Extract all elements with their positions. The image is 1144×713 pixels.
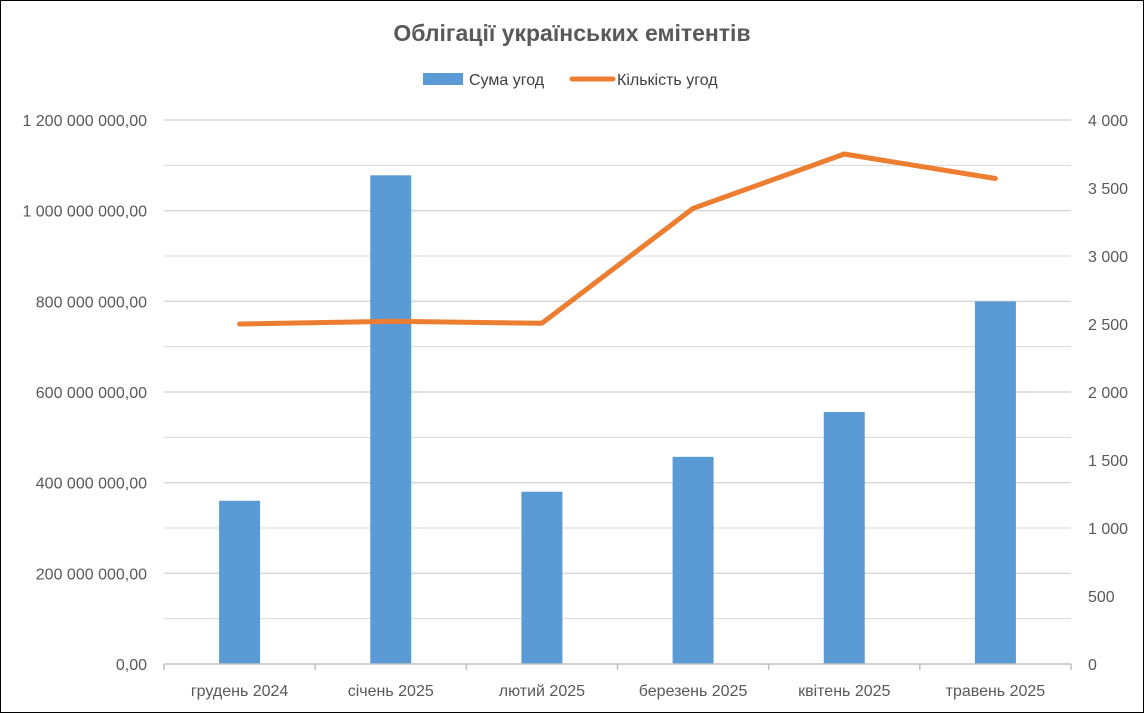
y-left-tick-label: 600 000 000,00 — [36, 385, 147, 402]
bar-sum-5 — [974, 301, 1016, 664]
y-right-tick-label: 3 500 — [1088, 181, 1128, 198]
legend: Сума угод Кількість угод — [423, 72, 718, 89]
x-tick-label: лютий 2025 — [499, 683, 585, 700]
line-series-count — [237, 151, 998, 327]
x-tick-label: березень 2025 — [639, 683, 748, 700]
y-right-tick-label: 500 — [1088, 589, 1115, 606]
y-left-tick-label: 1 000 000 000,00 — [22, 204, 147, 221]
bar-series-sum — [219, 175, 1016, 664]
gridlines — [164, 119, 1071, 620]
y-right-tick-label: 4 000 — [1088, 113, 1128, 130]
bar-sum-0 — [219, 500, 261, 664]
y-right-tick-label: 2 500 — [1088, 317, 1128, 334]
bar-sum-2 — [521, 491, 563, 664]
legend-swatch-sum — [423, 73, 463, 85]
y-left-tick-label: 1 200 000 000,00 — [22, 113, 147, 130]
legend-label-count: Кількість угод — [617, 72, 718, 89]
x-tick-label: квітень 2025 — [798, 683, 890, 700]
x-axis: грудень 2024 січень 2025 лютий 2025 березен… — [163, 663, 1072, 700]
y-axis-left: 0,00 200 000 000,00 400 000 000,00 600 000 … — [22, 113, 147, 674]
y-right-tick-label: 1 500 — [1088, 453, 1128, 470]
y-left-tick-label: 0,00 — [116, 657, 147, 674]
y-right-tick-label: 2 000 — [1088, 385, 1128, 402]
y-left-tick-label: 400 000 000,00 — [36, 476, 147, 493]
y-right-tick-label: 0 — [1088, 657, 1097, 674]
bar-sum-3 — [672, 456, 714, 664]
y-right-tick-label: 1 000 — [1088, 521, 1128, 538]
chart-title: Облігації українських емітентів — [393, 20, 750, 46]
y-right-tick-label: 3 000 — [1088, 249, 1128, 266]
bar-sum-4 — [823, 411, 865, 664]
y-left-tick-label: 800 000 000,00 — [36, 294, 147, 311]
line-count-path — [237, 151, 998, 327]
y-axis-right: 0 500 1 000 1 500 2 000 2 500 3 000 3 500 4 000 — [1088, 113, 1128, 674]
y-left-tick-label: 200 000 000,00 — [36, 566, 147, 583]
bar-sum-1 — [370, 175, 412, 664]
x-tick-label: січень 2025 — [348, 683, 434, 700]
x-tick-label: грудень 2024 — [191, 683, 289, 700]
x-tick-label: травень 2025 — [946, 683, 1046, 700]
legend-label-sum: Сума угод — [469, 72, 545, 89]
